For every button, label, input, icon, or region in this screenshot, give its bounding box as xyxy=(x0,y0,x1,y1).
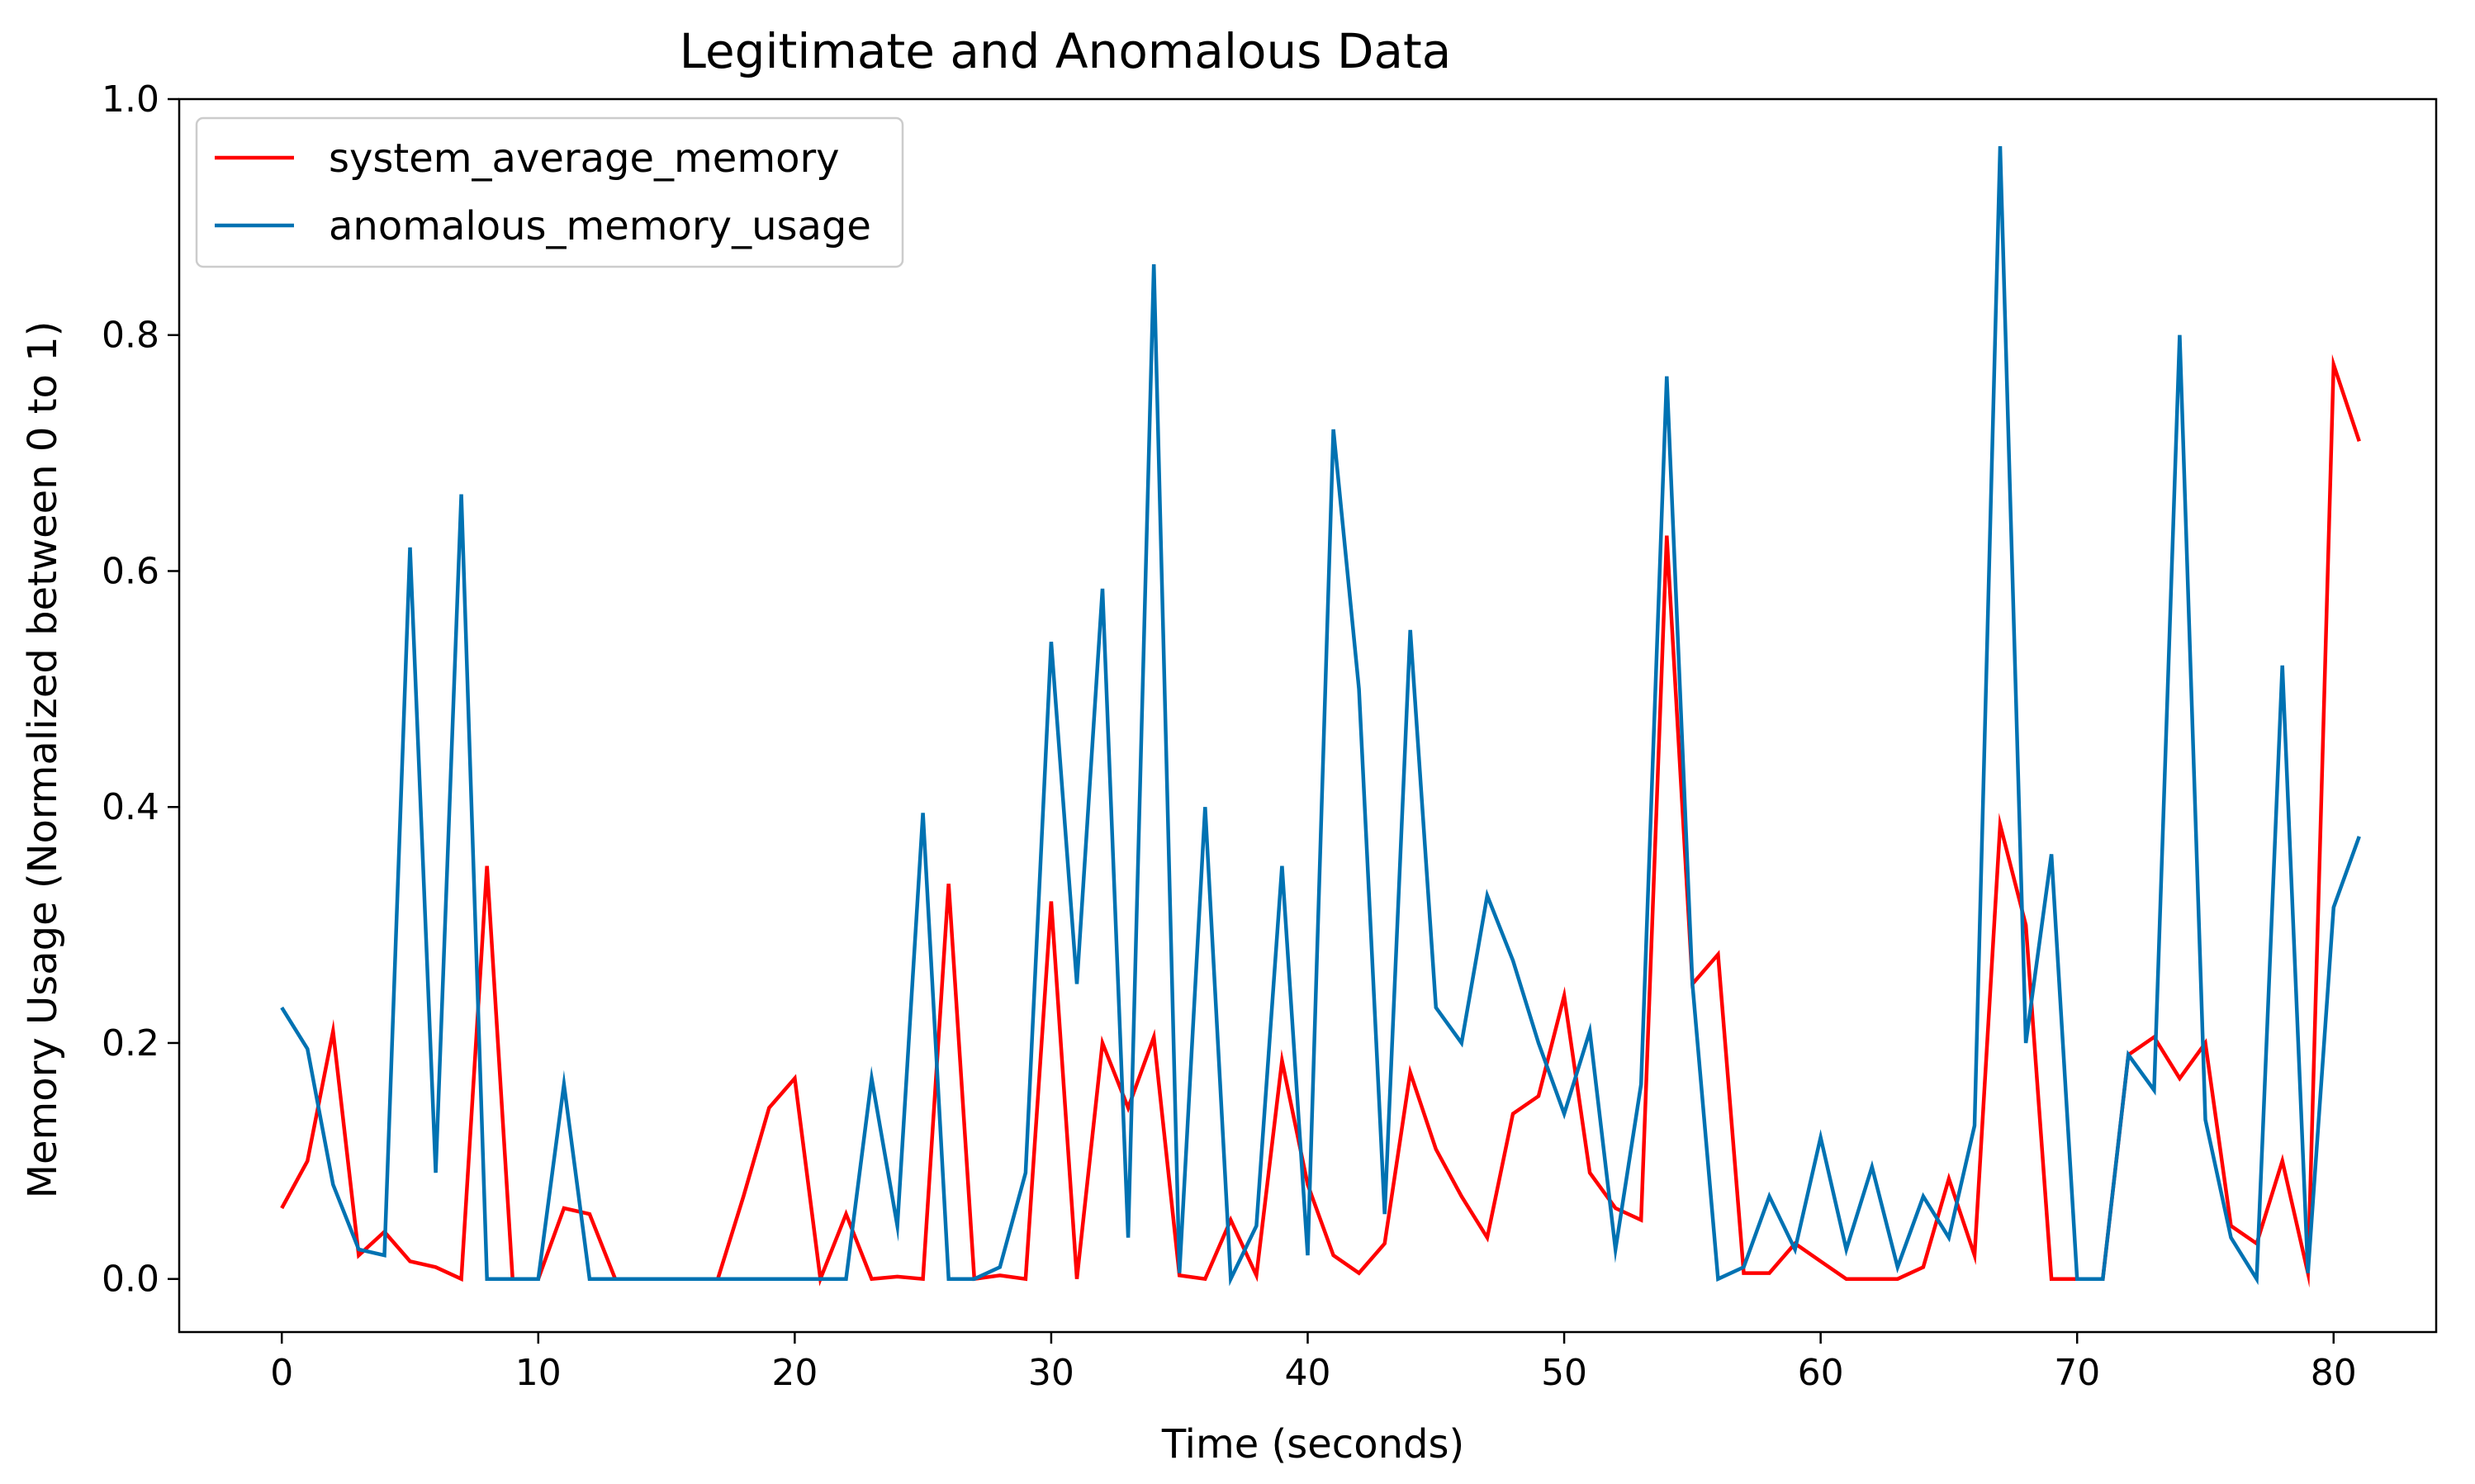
x-tick-label: 50 xyxy=(1541,1352,1587,1394)
legend-label: system_average_memory xyxy=(329,135,840,182)
series-line-anomalous-memory-usage xyxy=(280,146,2361,1287)
legend-box xyxy=(195,116,904,268)
x-tick-label: 60 xyxy=(1798,1352,1844,1394)
plot-frame xyxy=(178,97,2438,1334)
y-tick-label: 0.2 xyxy=(102,1022,159,1064)
y-tick-label: 0.4 xyxy=(102,786,159,828)
x-tick-label: 30 xyxy=(1028,1352,1074,1394)
legend: system_average_memory anomalous_memory_us… xyxy=(195,116,904,268)
chart-title: Legitimate and Anomalous Data xyxy=(680,23,1452,79)
x-tick-label: 10 xyxy=(515,1352,562,1394)
legend-label: anomalous_memory_usage xyxy=(329,203,871,249)
x-tick-label: 0 xyxy=(270,1352,293,1394)
y-tick-label: 1.0 xyxy=(102,78,159,121)
y-tick-label: 0.0 xyxy=(102,1259,159,1301)
x-tick-label: 40 xyxy=(1285,1352,1331,1394)
x-tick-label: 20 xyxy=(771,1352,818,1394)
plot-layer xyxy=(280,146,2361,1288)
y-tick-label: 0.6 xyxy=(102,550,159,592)
x-tick-label: 80 xyxy=(2311,1352,2357,1394)
x-axis-label: Time (seconds) xyxy=(1161,1421,1464,1467)
x-tick-label: 70 xyxy=(2054,1352,2100,1394)
y-tick-label: 0.8 xyxy=(102,315,159,357)
y-axis-label: Memory Usage (Normalized between 0 to 1) xyxy=(20,321,66,1199)
